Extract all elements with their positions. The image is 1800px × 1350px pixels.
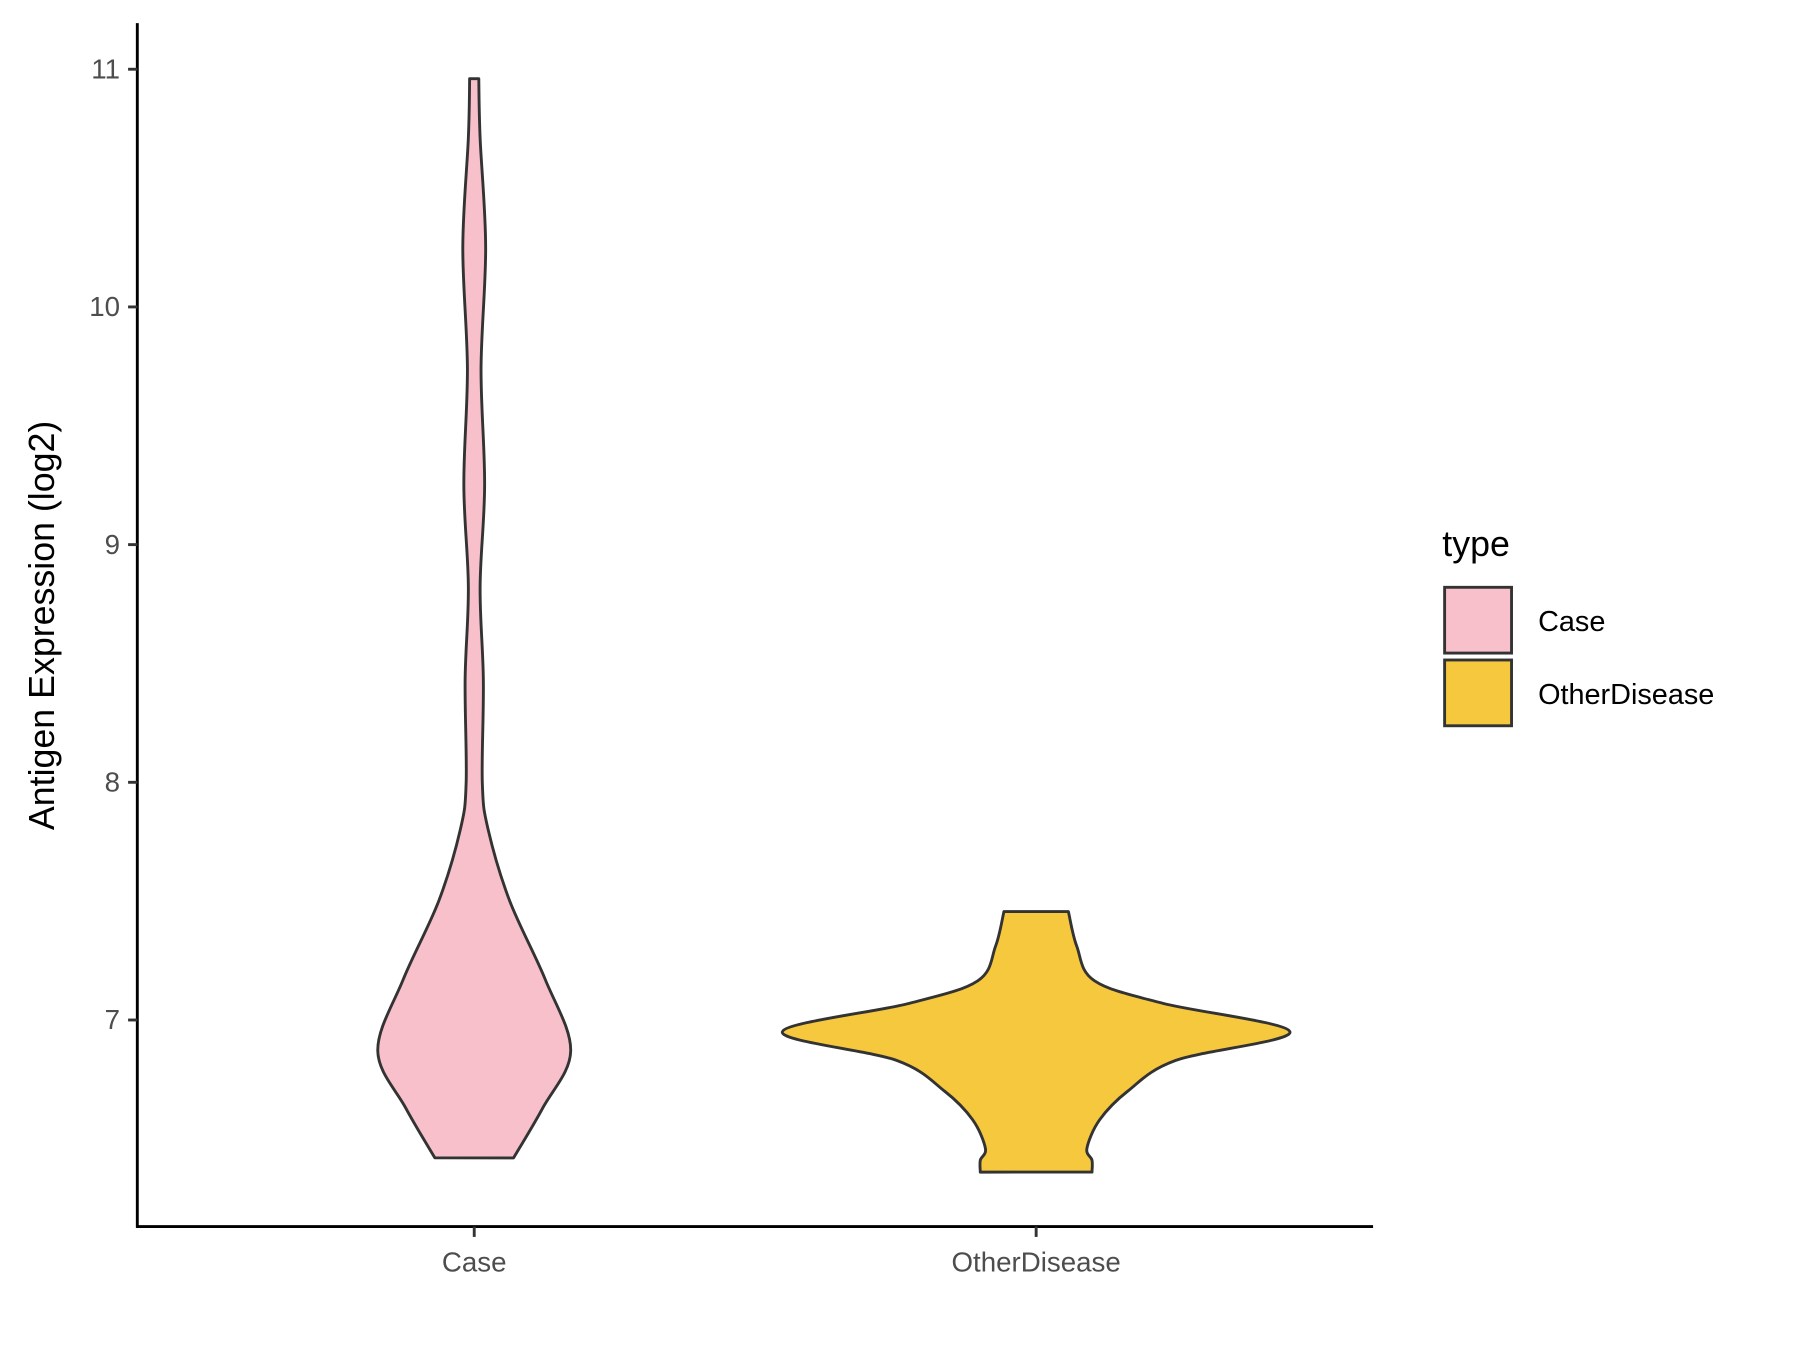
- legend-label: OtherDisease: [1538, 679, 1714, 711]
- y-tick-label: 7: [105, 1004, 120, 1035]
- legend-key-case: [1443, 585, 1513, 655]
- y-axis-title: Antigen Expression (log2): [22, 421, 62, 830]
- y-tick-label: 10: [89, 291, 120, 322]
- legend-title: type: [1442, 524, 1510, 564]
- legend-label: Case: [1538, 606, 1605, 638]
- violin-case: [376, 77, 573, 1160]
- y-tick-label: 8: [105, 767, 120, 798]
- y-tick-label: 9: [105, 529, 120, 560]
- legend-key-otherdisease: [1443, 658, 1513, 728]
- x-tick-label: OtherDisease: [952, 1247, 1121, 1278]
- x-tick-label: Case: [442, 1247, 507, 1278]
- y-tick-label: 11: [91, 53, 120, 84]
- violin-otherdisease: [780, 910, 1292, 1174]
